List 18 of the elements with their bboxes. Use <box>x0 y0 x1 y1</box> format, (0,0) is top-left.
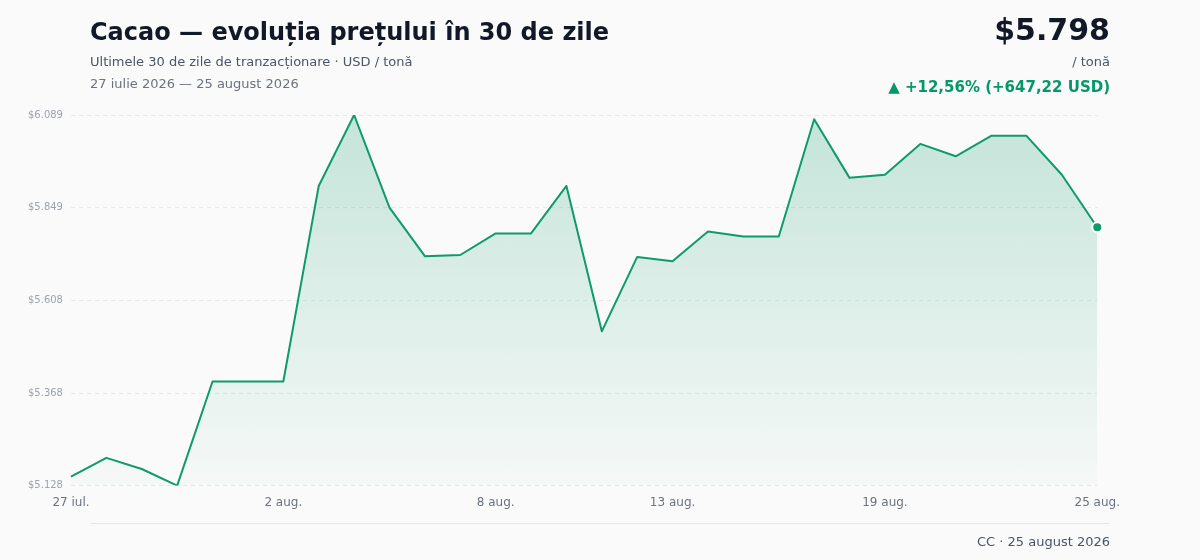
x-tick-label: 19 aug. <box>862 494 908 509</box>
y-tick-label: $5.368 <box>27 386 63 398</box>
text: 27 iulie 2026 — 25 august 2026 <box>90 76 299 91</box>
y-tick-label: $5.128 <box>27 479 63 491</box>
chart-subtitle: Ultimele 30 de zile de tranzacționare · USD / tonă <box>90 54 413 69</box>
x-tick-label: 2 aug. <box>264 494 303 509</box>
x-tick-label: 27 iul. <box>52 494 90 509</box>
text: ▲ +12,56% (+647,22 USD) <box>888 78 1110 96</box>
y-tick-label: $5.849 <box>27 201 63 213</box>
x-tick-label: 13 aug. <box>649 494 696 509</box>
text: CC · 25 august 2026 <box>976 534 1110 549</box>
chart-title: Cacao — evoluția prețului în 30 de zile <box>90 18 610 46</box>
text: / tonă <box>1072 54 1110 69</box>
text: $5.798 <box>994 12 1110 47</box>
x-tick-label: 25 aug. <box>1074 494 1120 509</box>
x-tick-label: 8 aug. <box>476 494 515 509</box>
y-tick-label: $6.089 <box>27 108 63 120</box>
y-tick-label: $5.608 <box>27 294 63 306</box>
